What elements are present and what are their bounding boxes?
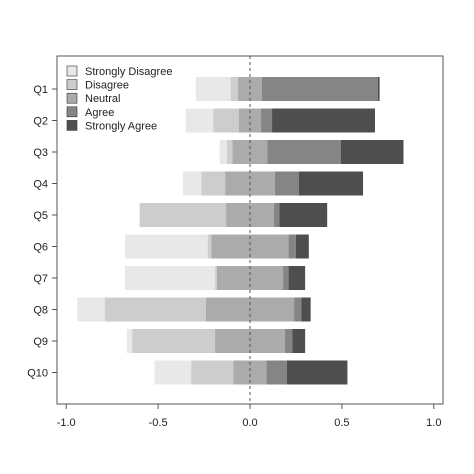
x-tick-label: 0.0 [242,417,257,429]
bar-q5-strongly-agree [279,203,328,227]
bar-q9-disagree [132,329,216,353]
bar-q9-strongly-disagree [126,329,133,353]
legend-swatch-strongly-disagree [66,65,78,77]
bar-q3-strongly-disagree [219,140,228,164]
y-tick-label: Q3 [33,147,48,159]
bar-q8-disagree [104,297,206,322]
bar-q7-disagree [215,266,217,290]
y-tick-label: Q10 [27,368,48,380]
bar-q3-strongly-agree [340,140,404,164]
bar-q4-strongly-disagree [182,171,202,196]
bar-q10-strongly-disagree [154,360,192,385]
bars-group [77,77,404,385]
bar-q1-disagree [230,77,239,101]
x-tick-label: -1.0 [57,417,76,429]
bar-q6-disagree [207,234,212,259]
legend-swatch-disagree [66,79,78,90]
bar-q5-agree [273,203,280,227]
y-tick-label: Q2 [33,116,48,128]
bar-q10-strongly-agree [286,360,348,385]
bar-q8-strongly-agree [301,297,311,322]
y-tick-label: Q1 [33,84,48,96]
bar-q1-agree [261,77,378,101]
bar-q8-agree [294,297,302,322]
bar-q4-disagree [201,171,226,196]
bar-q4-strongly-agree [298,171,364,196]
y-tick-label: Q4 [33,179,48,191]
bar-q9-strongly-agree [292,329,306,353]
y-axis: Q1 Q2 Q3 Q4 Q5 Q6 Q7 Q8 Q9 Q10 [27,84,57,380]
bar-q9-agree [284,329,293,353]
legend-swatch-neutral [66,92,78,104]
bar-q3-agree [267,140,341,164]
bar-q10-disagree [191,360,234,385]
x-axis: -1.0 -0.5 0.0 0.5 1.0 [57,404,441,429]
legend-label-disagree: Disagree [85,80,129,92]
legend-label-neutral: Neutral [85,93,120,105]
bar-q1-strongly-agree [377,77,380,101]
bar-q7-strongly-disagree [125,266,216,290]
y-tick-label: Q5 [33,210,48,222]
legend-swatch-strongly-agree [66,120,78,131]
y-tick-label: Q8 [33,305,48,317]
bar-q2-disagree [213,108,239,133]
y-tick-label: Q6 [33,242,48,254]
bar-q3-disagree [227,140,233,164]
bar-q7-agree [283,266,289,290]
bar-q7-strongly-agree [288,266,306,290]
bar-q2-strongly-agree [272,108,375,133]
legend-label-strongly-disagree: Strongly Disagree [85,66,172,78]
x-tick-label: -0.5 [149,417,168,429]
bar-q5-disagree [139,203,227,227]
bar-q2-neutral [238,108,262,133]
y-tick-label: Q9 [33,336,48,348]
legend-swatch-agree [66,106,78,118]
legend-label-strongly-agree: Strongly Agree [85,120,157,132]
bar-q2-agree [261,108,273,133]
x-tick-label: 1.0 [426,417,441,429]
y-tick-label: Q7 [33,273,48,285]
bar-q2-strongly-disagree [185,108,214,133]
bar-q1-strongly-disagree [195,77,231,101]
legend-label-agree: Agree [85,107,114,119]
bar-q6-strongly-agree [295,234,309,259]
bar-q10-agree [266,360,287,385]
bar-q6-strongly-disagree [125,234,208,259]
x-tick-label: 0.5 [334,417,349,429]
bar-q4-agree [274,171,299,196]
bar-q8-strongly-disagree [77,297,105,322]
bar-q6-agree [288,234,296,259]
